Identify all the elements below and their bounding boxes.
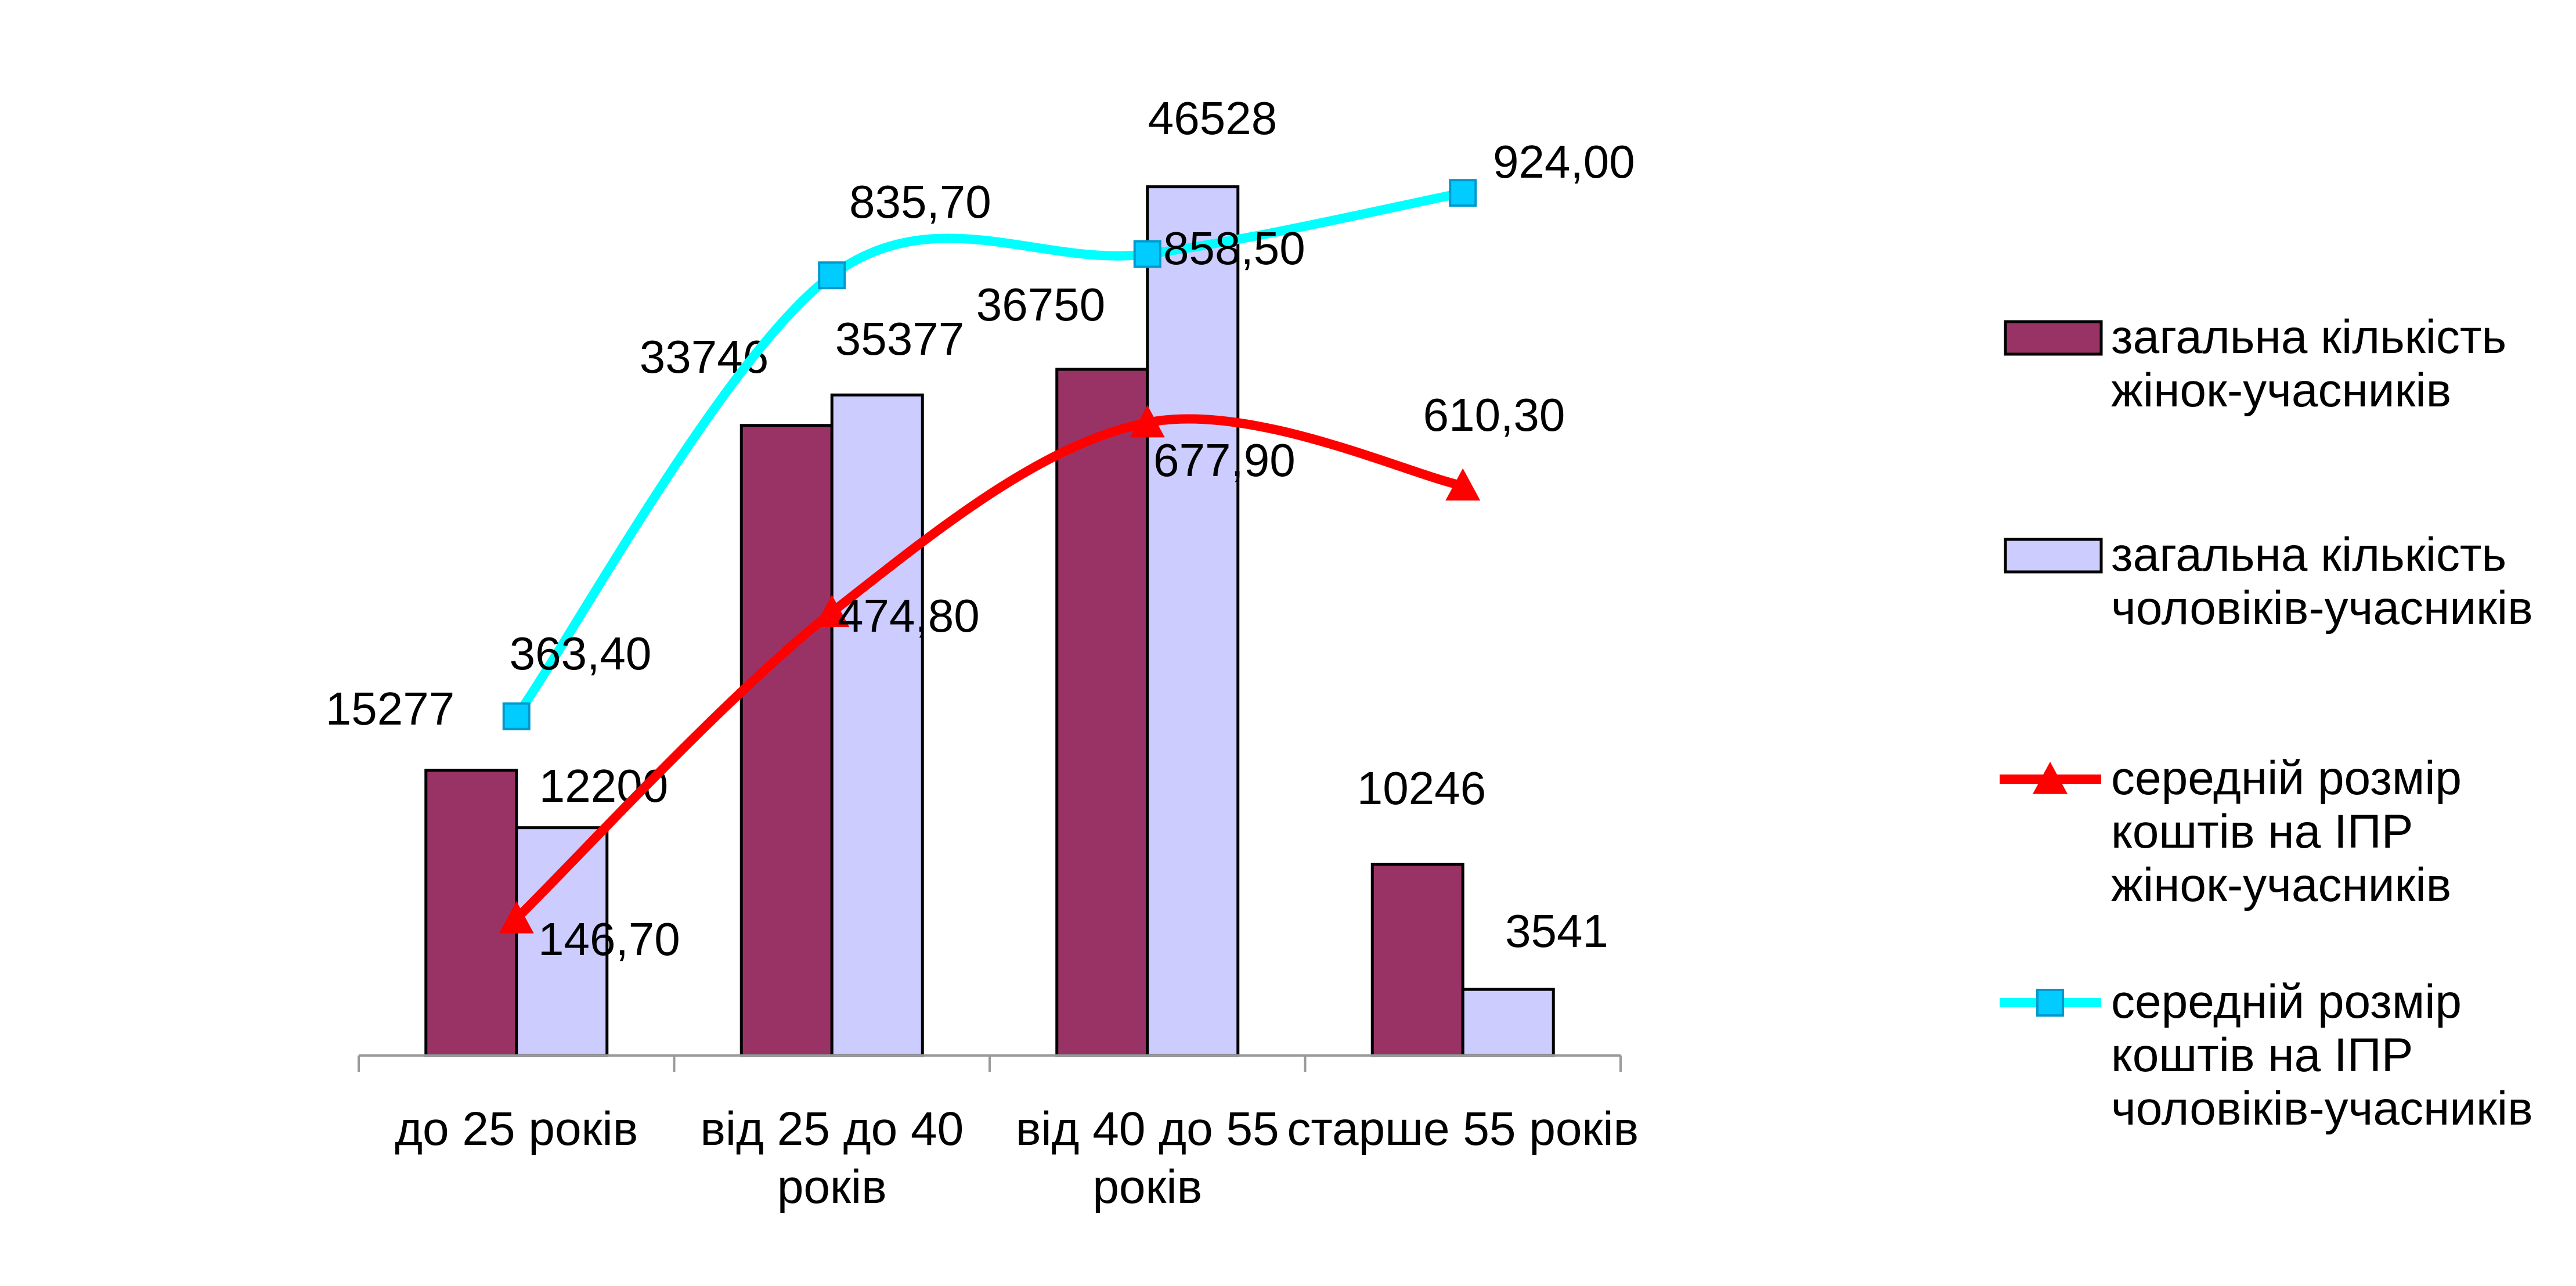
legend-swatch-1	[2004, 320, 2103, 356]
bar-s2-3	[1146, 185, 1240, 1057]
legend-label-2: чоловіків-учасників	[2111, 582, 2533, 635]
legend-label-4: середній розмір	[2111, 975, 2462, 1028]
marker-s3-2	[814, 595, 850, 628]
legend-label-4: чоловіків-учасників	[2111, 1082, 2533, 1135]
marker-s4-1	[502, 702, 531, 730]
bar-label-s1-2: 33746	[640, 331, 769, 383]
marker-s3-3	[1130, 405, 1165, 438]
x-tick-label: років	[1092, 1161, 1202, 1213]
marker-s3-1	[499, 901, 534, 934]
legend-label-3: коштів на ІПР	[2111, 805, 2413, 858]
legend-label-3: середній розмір	[2111, 752, 2462, 805]
bar-s1-1	[424, 769, 518, 1057]
bar-label-s1-3: 36750	[976, 279, 1105, 330]
legend-marker-3	[2033, 762, 2068, 794]
marker-s3-4	[1445, 468, 1481, 501]
line-s3	[511, 414, 1468, 924]
marker-s4-2	[818, 261, 846, 290]
legend-label-3: жінок-учасників	[2111, 859, 2451, 912]
bar-s1-2	[739, 424, 834, 1057]
x-tick-label: від 25 до 40	[700, 1103, 964, 1155]
x-tick-label: до 25 років	[395, 1103, 638, 1155]
line-label-s4-3: 858,50	[1163, 222, 1305, 274]
bar-label-s1-4: 10246	[1357, 762, 1486, 814]
legend-label-4: коштів на ІПР	[2111, 1029, 2413, 1082]
x-tick-label: від 40 до 55	[1016, 1103, 1279, 1155]
bar-label-s2-4: 3541	[1505, 905, 1608, 957]
plot-area: 152773374636750102461220035377465283541д…	[326, 92, 1639, 1213]
bar-s1-4	[1370, 862, 1464, 1057]
legend-label-2: загальна кількість	[2111, 528, 2506, 581]
line-label-s3-4: 610,30	[1423, 389, 1565, 441]
bar-label-s1-1: 15277	[326, 683, 454, 734]
line-label-s3-1: 146,70	[538, 913, 680, 965]
marker-s4-4	[1449, 179, 1477, 207]
line-label-s3-2: 474,80	[838, 590, 980, 642]
x-tick-label: старше 55 років	[1287, 1103, 1639, 1155]
line-label-s4-2: 835,70	[849, 176, 991, 228]
bar-s2-2	[830, 393, 924, 1057]
legend-label-1: загальна кількість	[2111, 311, 2506, 363]
line-label-s4-1: 363,40	[510, 628, 652, 679]
legend-swatch-2	[2004, 538, 2103, 574]
legend-marker-4	[2036, 989, 2064, 1017]
bar-label-s2-2: 35377	[835, 313, 964, 365]
legend-label-1: жінок-учасників	[2111, 364, 2451, 417]
x-tick-label: років	[777, 1161, 887, 1213]
legend: загальна кількістьжінок-учасниківзагальн…	[2000, 311, 2533, 1135]
bar-s2-1	[515, 826, 609, 1057]
line-label-s4-4: 924,00	[1493, 136, 1635, 188]
bar-s1-3	[1055, 368, 1149, 1057]
bar-s2-4	[1461, 988, 1555, 1057]
line-s4	[511, 188, 1468, 721]
bar-label-s2-3: 46528	[1148, 92, 1277, 144]
marker-s4-3	[1133, 240, 1161, 268]
line-label-s3-3: 677,90	[1153, 434, 1296, 486]
